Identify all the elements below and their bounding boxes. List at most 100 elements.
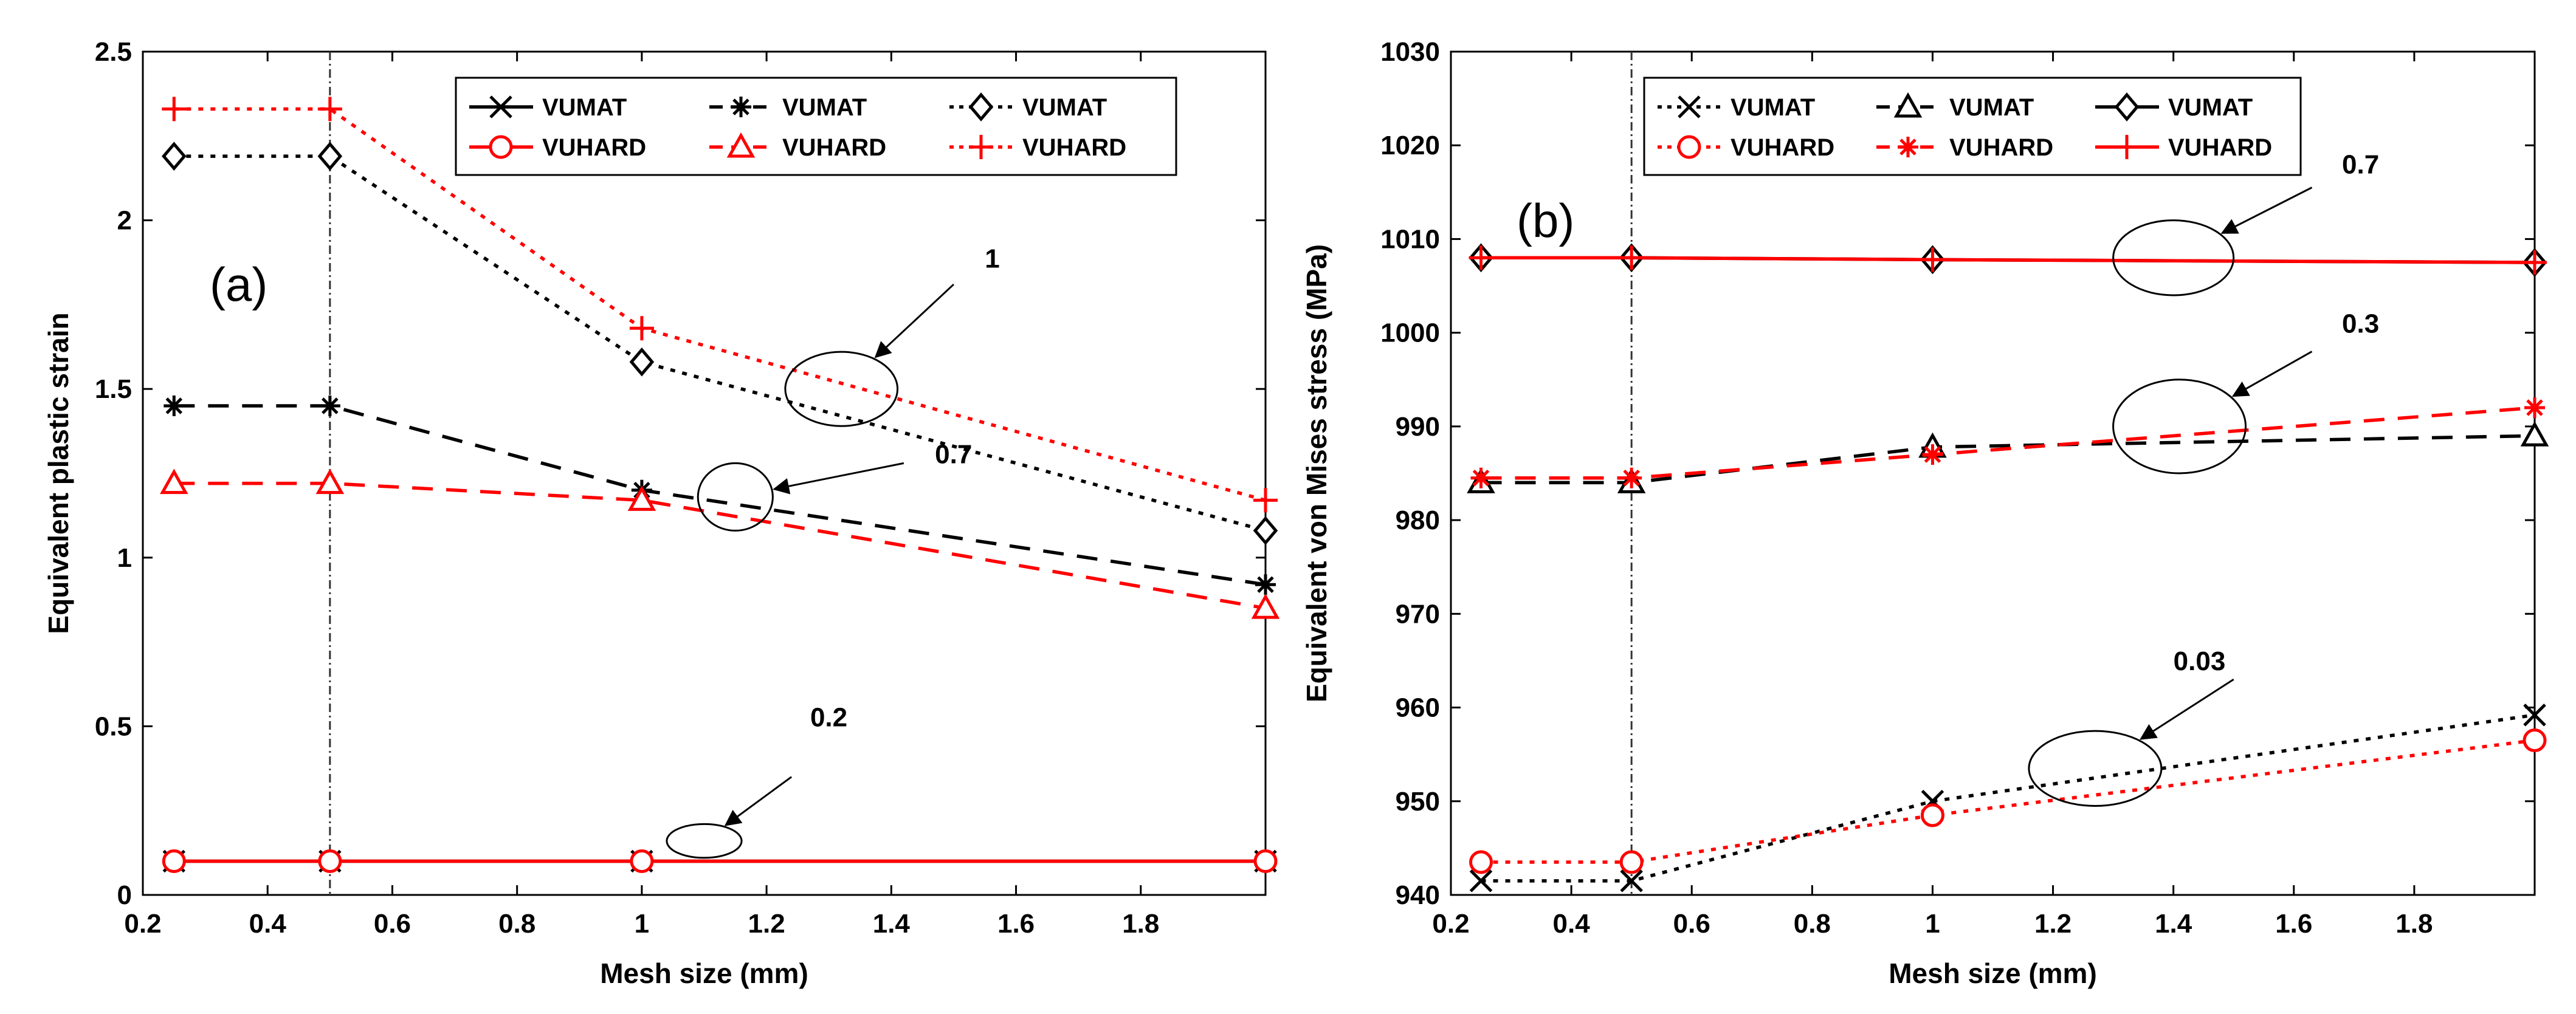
plot-frame xyxy=(142,50,1267,896)
y-tick-label: 940 xyxy=(1396,880,1440,910)
legend-label: VUHARD xyxy=(782,134,886,161)
data-point-asterisk xyxy=(1255,574,1276,595)
annotation-label: 0.7 xyxy=(935,439,972,469)
legend-marker-triangle xyxy=(1893,92,1923,118)
annotation-label: 0.7 xyxy=(2342,149,2379,179)
data-point-plus xyxy=(1920,247,1945,272)
legend-marker-x xyxy=(1678,95,1701,118)
annotation-ellipse xyxy=(666,823,743,859)
x-tick-label: 1.8 xyxy=(1122,909,1159,939)
series-line-vumat-dashed xyxy=(174,404,1266,586)
y-tick-label: 980 xyxy=(1396,505,1440,535)
data-point-triangle xyxy=(2520,421,2549,447)
annotation-label: 0.03 xyxy=(2174,646,2226,676)
x-tick-label: 1.8 xyxy=(2395,909,2433,939)
annotation-arrow xyxy=(724,776,793,826)
x-tick-label: 1.6 xyxy=(2275,909,2312,939)
series-line-vuhard-dashed xyxy=(1481,406,2535,480)
y-tick-label: 960 xyxy=(1396,693,1440,723)
data-point-asterisk xyxy=(164,395,185,416)
annotation-arrow xyxy=(2139,679,2234,740)
legend-label: VUMAT xyxy=(2168,94,2253,121)
annotation-label: 0.3 xyxy=(2342,309,2379,339)
legend-label: VUMAT xyxy=(1731,94,1815,121)
x-tick-label: 0.8 xyxy=(498,909,536,939)
plot-frame xyxy=(1450,50,2536,896)
data-point-triangle xyxy=(627,485,656,511)
data-point-x xyxy=(2523,704,2546,727)
y-tick-label: 990 xyxy=(1396,412,1440,442)
series-line-vumat-dotted xyxy=(174,154,1266,533)
data-point-o xyxy=(318,849,342,873)
y-tick-label: 1.5 xyxy=(95,374,132,404)
data-point-o xyxy=(2523,728,2547,753)
x-tick-label: 0.8 xyxy=(1794,909,1831,939)
legend-marker-asterisk xyxy=(731,97,751,117)
x-tick-label: 1.2 xyxy=(748,909,785,939)
panel-label: (a) xyxy=(210,258,267,311)
y-tick-label: 2.5 xyxy=(95,37,132,67)
annotation-ellipse xyxy=(2112,219,2235,296)
x-tick-label: 1.6 xyxy=(997,909,1035,939)
data-point-o xyxy=(162,849,186,873)
x-axis-label: Mesh size (mm) xyxy=(1889,957,2097,989)
legend-box xyxy=(455,77,1177,176)
annotation-ellipse xyxy=(697,462,774,532)
annotation-ellipse xyxy=(784,351,899,427)
data-point-plus xyxy=(2523,250,2547,275)
data-point-asterisk xyxy=(319,395,340,416)
chart-panel-b: 0.2 0.4 0.6 0.8 1 1.2 1.4 1.6 1.8 940 950 960 970 980… xyxy=(1301,37,2549,989)
y-tick-label: 1 xyxy=(117,543,132,573)
legend-marker-triangle xyxy=(726,132,756,158)
data-point-x xyxy=(1620,869,1643,892)
data-point-asterisk xyxy=(1470,467,1492,488)
x-tick-label: 0.4 xyxy=(249,909,287,939)
legend-marker-diamond xyxy=(968,92,994,122)
annotation-arrow xyxy=(773,462,904,495)
x-tick-label: 1 xyxy=(635,909,649,939)
x-tick-label: 0.4 xyxy=(1553,909,1591,939)
annotation-label: 0.2 xyxy=(810,702,847,732)
annotation-ellipse xyxy=(2112,379,2247,474)
x-axis-label: Mesh size (mm) xyxy=(600,957,808,989)
y-tick-label: 1000 xyxy=(1380,318,1440,348)
chart-panel-a: 0.2 0.4 0.6 0.8 1 1.2 1.4 1.6 1.8 0 0.5 1 1.5 2 2.5 Mes… xyxy=(43,37,1280,989)
data-point-triangle xyxy=(1251,593,1280,619)
annotation-arrow xyxy=(2231,351,2313,397)
annotation-ellipse xyxy=(2028,730,2163,807)
legend-label: VUMAT xyxy=(782,94,867,121)
data-point-o xyxy=(1920,803,1944,827)
legend-label: VUHARD xyxy=(542,134,646,161)
x-tick-label: 0.6 xyxy=(1673,909,1710,939)
x-tick-label: 0.6 xyxy=(374,909,411,939)
x-tick-label: 1.4 xyxy=(2155,909,2192,939)
data-point-plus xyxy=(317,97,342,122)
legend-marker-diamond xyxy=(2114,92,2140,122)
y-axis-label: Equivalent plastic strain xyxy=(43,312,74,634)
data-point-diamond xyxy=(629,347,655,377)
data-point-plus xyxy=(1253,488,1278,513)
data-point-triangle xyxy=(160,468,188,495)
series-line-vuhard-dotted xyxy=(1481,738,2535,864)
legend-marker-o xyxy=(1677,135,1701,159)
legend-marker-o xyxy=(489,135,513,159)
data-point-o xyxy=(1253,849,1278,873)
data-point-asterisk xyxy=(1922,444,1943,465)
y-tick-label: 0 xyxy=(117,880,132,910)
y-tick-label: 2 xyxy=(117,206,132,236)
legend-label: VUHARD xyxy=(1731,134,1834,161)
x-tick-label: 1.2 xyxy=(2034,909,2071,939)
data-point-diamond xyxy=(162,142,187,171)
y-tick-label: 1020 xyxy=(1380,131,1440,160)
y-axis-label: Equivalent von Mises stress (MPa) xyxy=(1301,244,1332,702)
data-point-o xyxy=(1469,850,1493,874)
legend-label: VUMAT xyxy=(1949,94,2034,121)
annotation-label: 1 xyxy=(985,244,999,273)
legend-label: VUMAT xyxy=(1022,94,1107,121)
legend-label: VUHARD xyxy=(2168,134,2272,161)
y-tick-label: 970 xyxy=(1396,599,1440,629)
legend-label: VUHARD xyxy=(1949,134,2053,161)
data-point-plus xyxy=(629,316,654,341)
x-tick-label: 1.4 xyxy=(873,909,911,939)
